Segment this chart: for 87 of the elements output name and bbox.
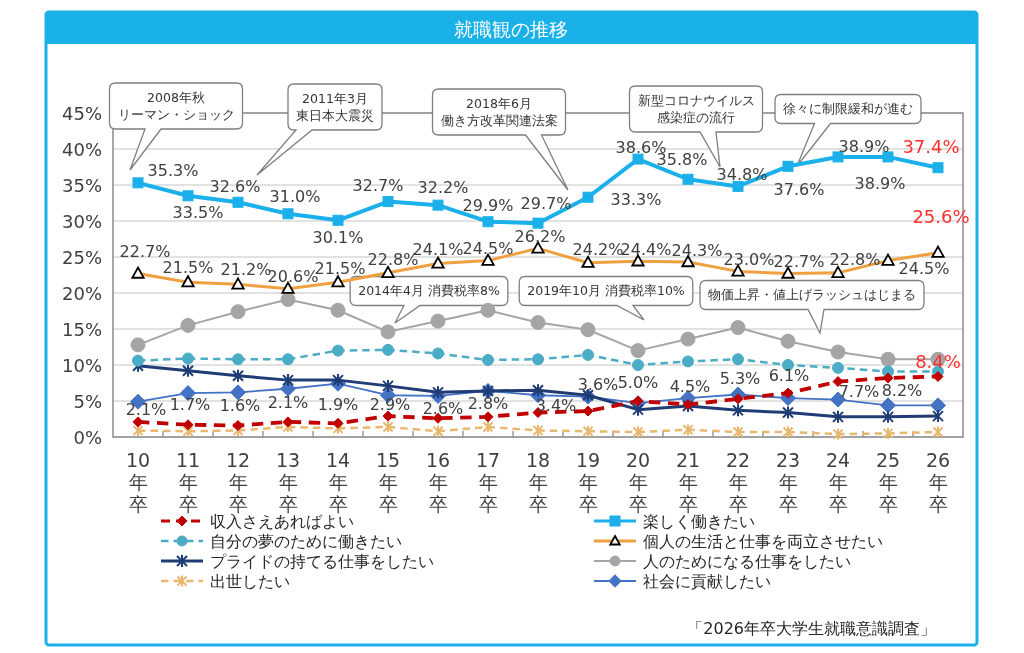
y-tick-label: 5% bbox=[73, 390, 102, 412]
chart-title: 就職観の推移 bbox=[454, 18, 568, 40]
x-tick-label: 19年卒 bbox=[575, 448, 601, 515]
legend-label: プライドの持てる仕事をしたい bbox=[210, 551, 434, 571]
x-tick-label: 21年卒 bbox=[675, 448, 701, 515]
x-tick-label: 12年卒 bbox=[225, 448, 251, 515]
annotation: 2014年4月 消費税率8% bbox=[358, 283, 500, 299]
data-label: 2.6% bbox=[422, 398, 464, 418]
annotation: 2008年秋リーマン・ショック bbox=[117, 89, 235, 122]
data-label: 29.7% bbox=[520, 193, 572, 213]
text: 「2026年卒大学生就職意識調査」 bbox=[687, 618, 936, 638]
data-label: 3.6% bbox=[577, 374, 619, 394]
data-label: 4.5% bbox=[669, 377, 711, 397]
annotation: 2011年3月東日本大震災 bbox=[296, 90, 374, 123]
data-label: 3.4% bbox=[535, 396, 577, 416]
y-tick-label: 35% bbox=[61, 174, 102, 196]
data-label: 32.6% bbox=[209, 176, 261, 196]
data-label: 37.6% bbox=[773, 179, 825, 199]
callout: 物価上昇・値上げラッシュはじまる bbox=[699, 279, 925, 334]
y-tick-label: 10% bbox=[61, 354, 102, 376]
x-tick-label: 22年卒 bbox=[725, 448, 751, 515]
x-tick-label: 26年卒 bbox=[925, 448, 951, 515]
x-tick-label: 13年卒 bbox=[275, 448, 301, 515]
data-label: 8.4% bbox=[915, 351, 961, 373]
x-tick-label: 11年卒 bbox=[175, 448, 201, 515]
data-label: 22.7% bbox=[773, 252, 825, 272]
data-label: 2.1% bbox=[267, 393, 309, 413]
data-label: 24.5% bbox=[898, 259, 950, 279]
y-tick-label: 30% bbox=[61, 210, 102, 232]
x-tick-label: 14年卒 bbox=[325, 448, 351, 515]
annotation: 新型コロナウイルス感染症の流行 bbox=[637, 92, 755, 125]
y-tick-label: 0% bbox=[73, 426, 102, 448]
data-label: 7.7% bbox=[838, 382, 880, 402]
x-tick-label: 10年卒 bbox=[125, 448, 151, 515]
data-label: 2.8% bbox=[467, 394, 509, 414]
data-label: 33.3% bbox=[610, 189, 662, 209]
data-label: 32.7% bbox=[352, 176, 404, 196]
data-label: 24.3% bbox=[671, 240, 723, 260]
data-label: 34.8% bbox=[716, 164, 768, 184]
x-tick-label: 23年卒 bbox=[775, 448, 801, 515]
callout: 2019年10月 消費税率10% bbox=[518, 275, 694, 321]
x-tick-label: 20年卒 bbox=[625, 448, 651, 515]
data-label: 5.3% bbox=[719, 369, 761, 389]
data-label: 25.6% bbox=[912, 206, 970, 228]
legend-label: 人のためになる仕事をしたい bbox=[643, 551, 851, 571]
data-label: 29.9% bbox=[462, 196, 514, 216]
data-label: 37.4% bbox=[902, 136, 960, 158]
annotation: 物価上昇・値上げラッシュはじまる bbox=[708, 287, 916, 303]
annotation: 徐々に制限緩和が進む bbox=[783, 101, 913, 117]
y-tick-label: 40% bbox=[61, 138, 102, 160]
y-tick-label: 20% bbox=[61, 282, 102, 304]
data-label: 33.5% bbox=[172, 203, 224, 223]
data-label: 23.0% bbox=[723, 249, 775, 269]
data-label: 35.3% bbox=[147, 161, 199, 181]
legend-label: 個人の生活と仕事を両立させたい bbox=[643, 531, 883, 551]
y-tick-label: 45% bbox=[61, 102, 102, 124]
callout: 2014年4月 消費税率8% bbox=[349, 275, 509, 324]
data-label: 1.7% bbox=[169, 395, 211, 415]
x-tick-label: 25年卒 bbox=[875, 448, 901, 515]
callout: 2011年3月東日本大震災 bbox=[256, 83, 383, 176]
x-tick-label: 24年卒 bbox=[825, 448, 851, 515]
data-label: 22.8% bbox=[829, 250, 881, 270]
data-label: 32.2% bbox=[417, 177, 469, 197]
annotation: 2018年6月働き方改革関連法案 bbox=[440, 95, 558, 128]
data-label: 2.9% bbox=[369, 394, 411, 414]
annotation: 2019年10月 消費税率10% bbox=[527, 283, 685, 299]
data-label: 24.5% bbox=[462, 239, 514, 259]
x-tick-label: 16年卒 bbox=[425, 448, 451, 515]
data-label: 31.0% bbox=[269, 187, 321, 207]
data-label: 30.1% bbox=[312, 227, 364, 247]
data-label: 6.1% bbox=[768, 365, 810, 385]
data-label: 5.0% bbox=[617, 372, 659, 392]
y-tick-label: 25% bbox=[61, 246, 102, 268]
data-label: 2.1% bbox=[125, 400, 167, 420]
x-tick-label: 18年卒 bbox=[525, 448, 551, 515]
data-label: 8.2% bbox=[881, 381, 923, 401]
y-tick-label: 15% bbox=[61, 318, 102, 340]
data-label: 38.9% bbox=[838, 137, 890, 157]
legend-label: 出世したい bbox=[210, 571, 290, 591]
x-tick-label: 15年卒 bbox=[375, 448, 401, 515]
legend-label: 社会に貢献したい bbox=[643, 571, 771, 591]
data-label: 1.6% bbox=[219, 395, 261, 415]
data-label: 38.9% bbox=[854, 174, 906, 194]
data-label: 26.2% bbox=[514, 226, 566, 246]
legend-label: 自分の夢のために働きたい bbox=[210, 531, 402, 551]
x-tick-label: 17年卒 bbox=[475, 448, 501, 515]
data-label: 1.9% bbox=[317, 394, 359, 414]
